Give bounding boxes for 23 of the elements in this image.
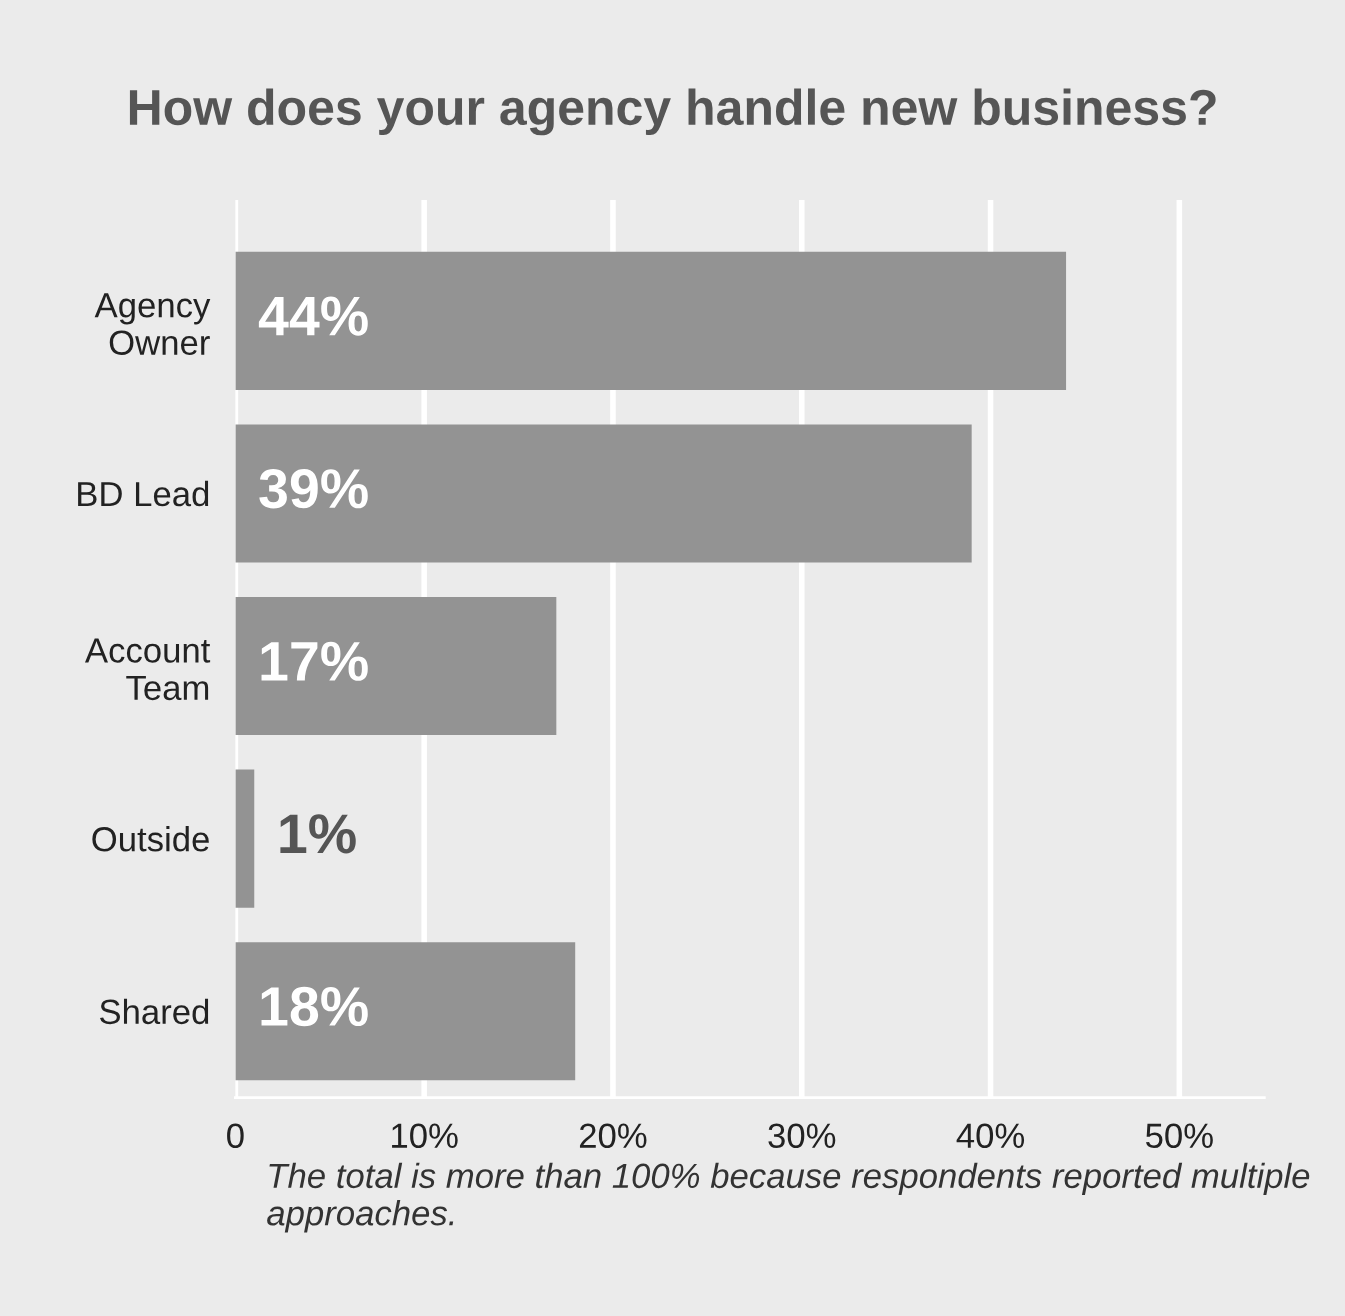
y-tick-label: Account Team — [84, 638, 211, 701]
x-tick-label: 40% — [956, 1123, 1025, 1149]
chart-title: How does your agency handle new business? — [129, 88, 1216, 136]
bar — [235, 424, 972, 563]
data-label: 39% — [259, 469, 368, 509]
x-tick-label: 0 — [227, 1123, 244, 1149]
bar — [235, 942, 576, 1081]
bar — [235, 251, 1067, 390]
y-tick-label: Agency Owner — [94, 293, 211, 355]
y-tick-label: Shared — [100, 998, 209, 1025]
data-label: 17% — [261, 641, 368, 681]
data-label: 44% — [258, 296, 368, 336]
text: The total is more than 100% because respondents reported multiple approaches. — [267, 1162, 1310, 1233]
x-tick-label: 10% — [392, 1123, 458, 1149]
x-tick-label: 30% — [768, 1123, 836, 1149]
y-tick-label: Outside — [92, 826, 209, 852]
bar — [235, 597, 557, 736]
x-tick-label: 50% — [1145, 1123, 1213, 1149]
data-label: 18% — [261, 986, 368, 1027]
bar — [235, 769, 255, 908]
y-tick-label: BD Lead — [78, 480, 209, 507]
x-tick-label: 20% — [579, 1123, 647, 1149]
data-label: 1% — [280, 814, 356, 854]
